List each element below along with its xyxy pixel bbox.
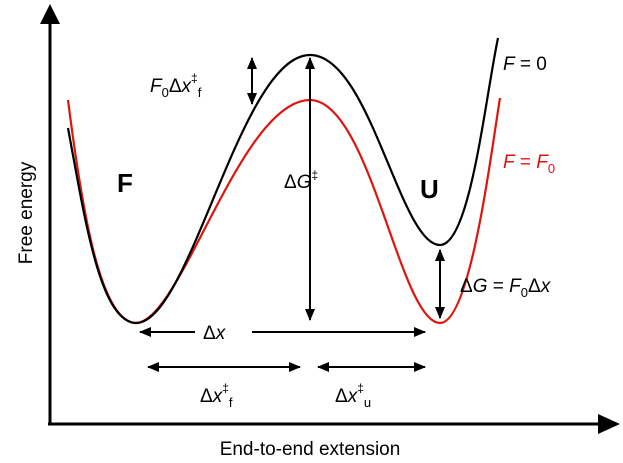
barrier-shift-label: F0Δx‡f (150, 71, 202, 100)
y-axis-arrowhead (40, 4, 60, 24)
curve-label-zero-force: F = 0 (503, 54, 547, 75)
x-axis-arrowhead (598, 414, 620, 434)
energy-curve-f0 (66, 97, 502, 325)
delta-x-label: Δx (203, 323, 227, 344)
unfolded-state-label: U (420, 174, 439, 204)
free-energy-difference-label: ΔG = F0Δx (460, 276, 552, 300)
folded-state-label: F (117, 168, 133, 198)
x-axis-label: End-to-end extension (220, 439, 401, 460)
delta-x-u-label: Δx‡u (335, 381, 371, 410)
energy-curve-zero-force (66, 37, 500, 325)
y-axis-label: Free energy (16, 161, 37, 264)
barrier-height-label: ΔG‡ (284, 168, 318, 193)
curve-label-f0: F = F0 (503, 152, 555, 176)
delta-x-f-label: Δx‡f (200, 381, 233, 410)
